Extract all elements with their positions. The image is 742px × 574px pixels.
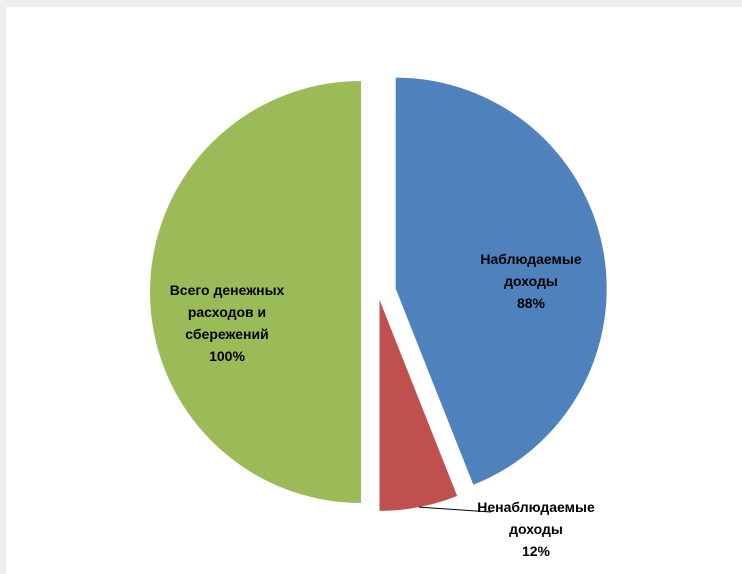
pie-slice-1 [395, 77, 607, 485]
data-label-line: Ненаблюдаемые [477, 499, 595, 515]
data-label-line: Наблюдаемые [480, 251, 581, 267]
data-label-3: Всего денежных расходов и сбережений 100% [170, 282, 285, 364]
data-label-line: сбережений [185, 326, 268, 342]
leader-line [419, 506, 492, 513]
pie-slice-2 [379, 299, 458, 511]
data-label-1: Наблюдаемые доходы 88% [480, 251, 581, 311]
data-label-line: 12% [522, 543, 551, 559]
data-label-line: доходы [509, 521, 563, 537]
data-label-line: расходов и [188, 304, 266, 320]
data-label-line: 88% [517, 295, 546, 311]
data-label-line: доходы [504, 273, 558, 289]
data-label-line: 100% [209, 348, 245, 364]
pie-slice-3 [150, 81, 361, 503]
data-label-line: Всего денежных [170, 282, 285, 298]
data-label-2: Ненаблюдаемые доходы 12% [477, 499, 595, 559]
chart-area [6, 7, 742, 574]
